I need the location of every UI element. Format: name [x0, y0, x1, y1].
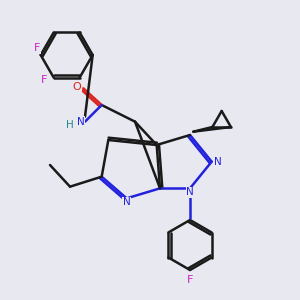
Text: N: N: [186, 187, 194, 197]
Text: F: F: [34, 43, 41, 53]
Text: F: F: [187, 275, 193, 285]
Text: N: N: [77, 117, 85, 127]
Text: O: O: [72, 82, 81, 92]
Text: F: F: [40, 74, 47, 85]
Text: N: N: [214, 157, 221, 167]
Text: N: N: [123, 197, 130, 207]
Text: H: H: [66, 120, 74, 130]
